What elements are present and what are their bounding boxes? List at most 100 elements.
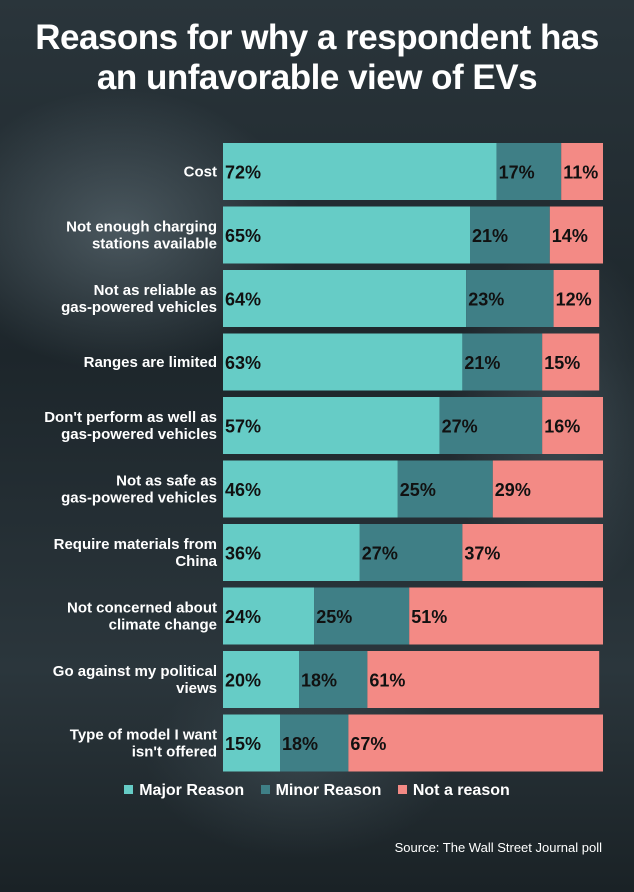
data-label-minor: 25%: [316, 607, 352, 627]
bar-segment-minor: [462, 333, 543, 391]
bar-segment-minor: [397, 460, 493, 518]
bar-row: Not concerned about climate change 24% 25% 5…: [67, 587, 603, 645]
legend-item-not: Not a reason: [397, 782, 510, 800]
bar-segment-not: [367, 651, 600, 708]
category-label: Not as reliable as gas-powered vehicles: [61, 282, 217, 316]
category-label-line: Don't perform as well as: [44, 409, 217, 426]
bar-segment-major: [223, 714, 280, 772]
bar-row: Don't perform as well as gas-powered vehi…: [44, 397, 603, 454]
category-label: Don't perform as well as gas-powered vehi…: [44, 409, 217, 443]
bar-segment-not: [561, 143, 603, 200]
category-label-line: Not as safe as: [116, 473, 217, 490]
category-label-line: Not concerned about: [67, 600, 217, 617]
category-label-line: gas-powered vehicles: [61, 299, 217, 316]
category-label: Not as safe as gas-powered vehicles: [61, 473, 217, 507]
bar-segment-minor: [299, 651, 368, 708]
data-label-not: 61%: [369, 671, 405, 691]
data-label-minor: 21%: [472, 226, 508, 246]
bar-segment-major: [223, 651, 299, 708]
data-label-minor: 25%: [400, 480, 436, 500]
data-label-not: 29%: [495, 480, 531, 500]
category-label: Type of model I want isn't offered: [70, 727, 217, 761]
data-label-not: 11%: [563, 163, 598, 183]
legend-item-major: Major Reason: [124, 782, 244, 800]
data-label-minor: 17%: [499, 163, 535, 183]
bar-segment-not: [492, 460, 603, 518]
bar-row: Require materials from China 36% 27% 37%: [54, 524, 603, 581]
data-label-not: 37%: [464, 544, 500, 564]
category-label-line: isn't offered: [132, 744, 217, 761]
data-label-major: 46%: [225, 480, 261, 500]
data-label-minor: 21%: [464, 353, 500, 373]
category-label-line: gas-powered vehicles: [61, 426, 217, 443]
chart-title: Reasons for why a respondent has an unfa…: [0, 18, 634, 98]
category-label-line: Not enough charging: [66, 219, 217, 236]
category-label-line: views: [176, 680, 217, 697]
bar-segment-minor: [470, 206, 550, 264]
bar-segment-minor: [314, 587, 410, 645]
category-label-line: Ranges are limited: [84, 354, 217, 371]
bar-segment-minor: [466, 270, 554, 327]
data-label-not: 12%: [556, 290, 592, 310]
data-label-minor: 18%: [301, 671, 337, 691]
bar-row: Cost 72% 17% 11%: [184, 143, 603, 200]
category-label-line: gas-powered vehicles: [61, 490, 217, 507]
stacked-bar-chart: Cost 72% 17% 11% Not enough charging stations…: [44, 143, 603, 772]
bar-segment-not: [549, 206, 603, 264]
data-label-minor: 27%: [442, 417, 478, 437]
bar-segment-major: [223, 270, 467, 327]
category-label-line: stations available: [92, 236, 217, 253]
legend-label-not: Not a reason: [412, 782, 510, 799]
data-label-minor: 18%: [282, 734, 318, 754]
category-label: Require materials from China: [54, 536, 218, 570]
bar-segment-minor: [280, 714, 349, 772]
category-label-line: Type of model I want: [70, 727, 217, 744]
category-label-line: Require materials from: [54, 536, 217, 553]
bar-segment-major: [223, 333, 463, 391]
data-label-not: 67%: [350, 734, 386, 754]
bar-segment-not: [542, 333, 600, 391]
bar-segment-major: [223, 143, 497, 200]
category-label-line: climate change: [109, 617, 217, 634]
legend-label-major: Major Reason: [139, 782, 245, 799]
bar-row: Not enough charging stations available 65%…: [66, 206, 603, 264]
category-label-line: Not as reliable as: [94, 282, 217, 299]
legend-swatch-minor: [260, 785, 270, 794]
data-label-not: 15%: [544, 353, 580, 373]
data-label-minor: 23%: [468, 290, 504, 310]
bar-segment-minor: [496, 143, 562, 200]
bar-segment-major: [223, 206, 470, 264]
data-label-major: 63%: [225, 353, 261, 373]
bar-segment-not: [462, 524, 603, 581]
bar-row: Not as safe as gas-powered vehicles 46% 25%…: [61, 460, 603, 518]
bar-row: Type of model I want isn't offered 15% 18% 6…: [70, 714, 603, 772]
bar-row: Go against my political views 20% 18% 61%: [53, 651, 600, 708]
category-label-line: Go against my political: [53, 663, 217, 680]
chart-title-line-1: Reasons for why a respondent has: [35, 18, 599, 57]
bar-segment-not: [409, 587, 603, 645]
bar-segment-major: [223, 524, 360, 581]
source-note: Source: The Wall Street Journal poll: [394, 840, 602, 855]
bar-segment-not: [348, 714, 603, 772]
bar-segment-minor: [359, 524, 463, 581]
data-label-not: 51%: [411, 607, 447, 627]
data-label-not: 14%: [552, 226, 588, 246]
bar-segment-major: [223, 587, 315, 645]
category-label-line: Cost: [184, 164, 217, 181]
legend-item-minor: Minor Reason: [260, 782, 382, 800]
bar-segment-not: [553, 270, 600, 327]
bar-segment-not: [542, 397, 603, 454]
data-label-major: 65%: [225, 226, 261, 246]
category-label: Cost: [184, 164, 217, 181]
legend: Major Reason Minor Reason Not a reason: [0, 782, 634, 800]
category-label: Ranges are limited: [84, 354, 217, 371]
category-label: Not enough charging stations available: [66, 219, 217, 253]
bar-segment-major: [223, 397, 440, 454]
bar-segment-minor: [439, 397, 543, 454]
data-label-major: 36%: [225, 544, 261, 564]
data-label-not: 16%: [544, 417, 580, 437]
legend-swatch-not: [397, 785, 407, 794]
data-label-major: 15%: [225, 734, 261, 754]
legend-label-minor: Minor Reason: [275, 782, 382, 799]
data-label-major: 72%: [225, 163, 261, 183]
